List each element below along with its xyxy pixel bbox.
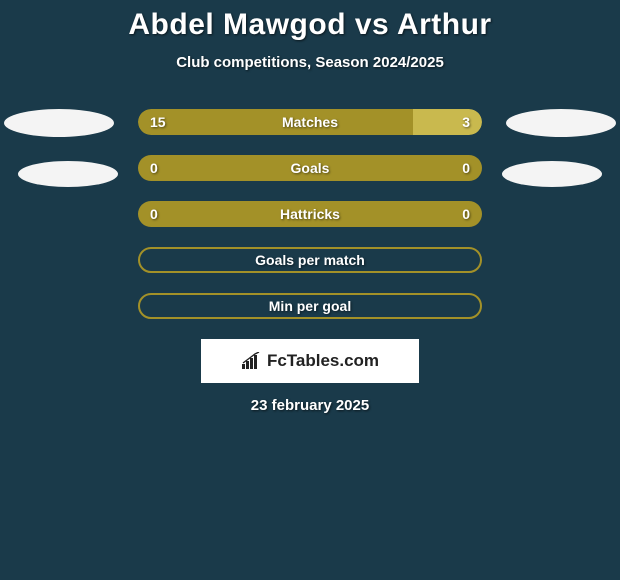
stat-bars: 15 Matches 3 0 Goals 0 0 Hattricks 0 Goa…	[138, 109, 482, 319]
brand-badge: FcTables.com	[201, 339, 419, 383]
player-avatar-left-1	[4, 109, 114, 137]
stat-value-right: 0	[462, 160, 470, 176]
stat-label: Goals	[138, 160, 482, 176]
page-title: Abdel Mawgod vs Arthur	[128, 8, 491, 42]
stat-row-goals: 0 Goals 0	[138, 155, 482, 181]
stat-row-min-per-goal: Min per goal	[138, 293, 482, 319]
stat-value-right: 3	[462, 114, 470, 130]
subtitle: Club competitions, Season 2024/2025	[176, 54, 444, 71]
stat-label: Hattricks	[138, 206, 482, 222]
brand-text: FcTables.com	[267, 351, 379, 371]
chart-area: 15 Matches 3 0 Goals 0 0 Hattricks 0 Goa…	[0, 109, 620, 414]
comparison-infographic: Abdel Mawgod vs Arthur Club competitions…	[0, 0, 620, 414]
stat-label: Matches	[138, 114, 482, 130]
stat-label: Goals per match	[140, 252, 480, 268]
stat-row-hattricks: 0 Hattricks 0	[138, 201, 482, 227]
bar-chart-icon	[241, 352, 263, 370]
stat-row-matches: 15 Matches 3	[138, 109, 482, 135]
player-avatar-left-2	[18, 161, 118, 187]
stat-value-right: 0	[462, 206, 470, 222]
date-label: 23 february 2025	[0, 397, 620, 414]
player-avatar-right-1	[506, 109, 616, 137]
player-avatar-right-2	[502, 161, 602, 187]
stat-label: Min per goal	[140, 298, 480, 314]
stat-row-goals-per-match: Goals per match	[138, 247, 482, 273]
